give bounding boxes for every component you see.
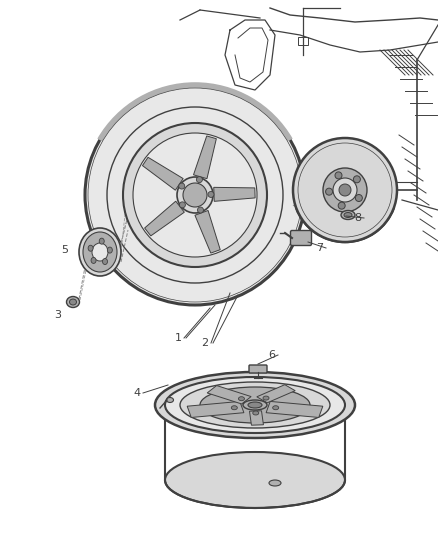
Circle shape [85, 85, 305, 305]
Ellipse shape [165, 452, 345, 508]
Ellipse shape [248, 402, 262, 408]
Circle shape [355, 195, 362, 201]
Ellipse shape [99, 238, 104, 244]
Text: 4: 4 [134, 388, 141, 398]
FancyBboxPatch shape [249, 365, 267, 373]
Circle shape [177, 177, 213, 213]
Text: 3: 3 [54, 310, 61, 320]
Polygon shape [194, 136, 216, 179]
Polygon shape [257, 385, 295, 403]
Text: 7: 7 [316, 243, 324, 253]
FancyBboxPatch shape [290, 230, 311, 246]
Ellipse shape [243, 400, 267, 410]
Ellipse shape [341, 211, 355, 220]
Circle shape [123, 123, 267, 267]
Ellipse shape [107, 247, 113, 253]
Circle shape [353, 176, 360, 183]
Ellipse shape [79, 228, 121, 276]
Polygon shape [142, 157, 183, 190]
Polygon shape [250, 411, 263, 425]
Ellipse shape [91, 257, 96, 263]
Text: 8: 8 [354, 213, 361, 223]
Ellipse shape [70, 299, 77, 305]
Circle shape [339, 184, 351, 196]
Polygon shape [195, 211, 220, 253]
Ellipse shape [344, 213, 352, 217]
Polygon shape [266, 401, 323, 417]
Text: 2: 2 [201, 338, 208, 348]
Ellipse shape [253, 411, 259, 415]
Circle shape [293, 138, 397, 242]
Ellipse shape [269, 480, 281, 486]
Polygon shape [207, 385, 251, 404]
Circle shape [208, 191, 214, 197]
Circle shape [180, 202, 185, 208]
Text: 1: 1 [174, 333, 181, 343]
Ellipse shape [231, 406, 237, 410]
Ellipse shape [92, 243, 108, 261]
Circle shape [133, 133, 257, 257]
Ellipse shape [166, 398, 173, 402]
Circle shape [323, 168, 367, 212]
Ellipse shape [88, 245, 93, 251]
Circle shape [179, 183, 185, 189]
Ellipse shape [200, 387, 310, 423]
Ellipse shape [102, 259, 107, 264]
Text: 6: 6 [268, 350, 276, 360]
Ellipse shape [273, 406, 279, 410]
Ellipse shape [67, 296, 80, 308]
Circle shape [183, 183, 207, 207]
Polygon shape [214, 187, 255, 201]
Circle shape [333, 178, 357, 202]
Bar [298, 37, 308, 45]
Ellipse shape [238, 397, 244, 401]
Circle shape [338, 202, 345, 209]
Text: 5: 5 [61, 245, 68, 255]
Circle shape [325, 188, 332, 195]
Circle shape [196, 176, 202, 183]
Ellipse shape [155, 372, 355, 438]
Ellipse shape [263, 396, 269, 400]
Polygon shape [187, 401, 244, 417]
Ellipse shape [165, 377, 345, 433]
Circle shape [107, 107, 283, 283]
Circle shape [335, 172, 342, 179]
Circle shape [198, 207, 204, 213]
Ellipse shape [83, 232, 117, 272]
Ellipse shape [180, 382, 330, 428]
Polygon shape [145, 201, 184, 236]
